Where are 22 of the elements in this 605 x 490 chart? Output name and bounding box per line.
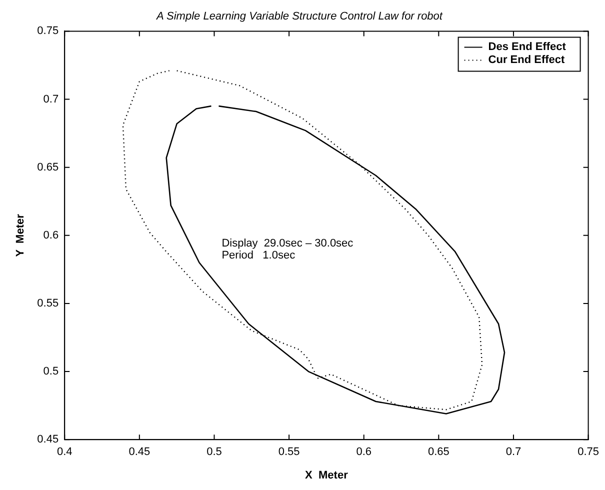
y-tick-label: 0.5 (43, 366, 59, 378)
x-tick-label: 0.75 (578, 446, 600, 458)
x-tick-label: 0.45 (128, 446, 150, 458)
x-tick-label: 0.5 (206, 446, 222, 458)
x-tick-label: 0.4 (56, 446, 72, 458)
x-tick-label: 0.7 (506, 446, 522, 458)
y-tick-label: 0.45 (37, 434, 59, 446)
x-axis-title: X Meter (305, 469, 349, 482)
y-tick-label: 0.6 (43, 229, 59, 242)
legend-label: Cur End Effect (488, 54, 566, 66)
x-tick-label: 0.65 (428, 446, 450, 458)
x-tick-label: 0.55 (278, 446, 300, 458)
y-tick-label: 0.65 (37, 161, 59, 174)
annotation: Display 29.0sec – 30.0sec (222, 238, 354, 250)
y-axis-title: Y Meter (14, 213, 27, 257)
chart-title: A Simple Learning Variable Structure Control Law for robot (156, 10, 444, 23)
legend-label: Des End Effect (488, 41, 566, 54)
annotation: Period 1.0sec (222, 250, 296, 262)
y-tick-label: 0.7 (43, 93, 59, 106)
x-tick-label: 0.6 (356, 446, 372, 458)
y-tick-label: 0.55 (37, 298, 59, 310)
y-tick-label: 0.75 (37, 25, 59, 38)
